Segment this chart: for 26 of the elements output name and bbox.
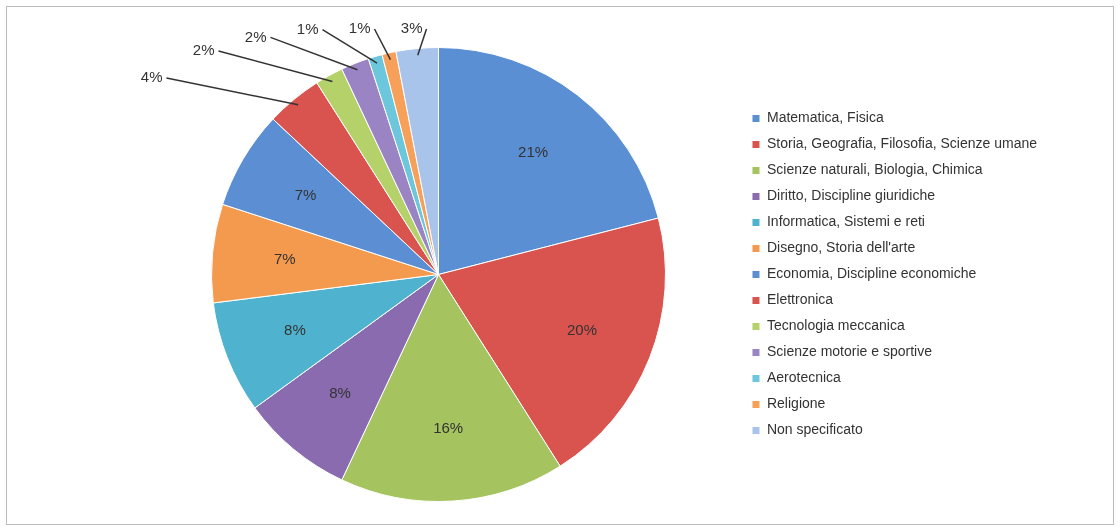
data-label: 2% bbox=[244, 27, 267, 45]
legend-label: Tecnologia meccanica bbox=[766, 317, 905, 334]
legend-label: Informatica, Sistemi e reti bbox=[766, 213, 925, 230]
data-label: 2% bbox=[192, 41, 215, 59]
legend-label: Storia, Geografia, Filosofia, Scienze umane bbox=[766, 135, 1038, 152]
legend-label: Elettronica bbox=[766, 291, 834, 308]
legend-label: Non specificato bbox=[766, 421, 863, 438]
legend-label: Disegno, Storia dell'arte bbox=[766, 239, 916, 256]
data-label: 1% bbox=[348, 19, 371, 37]
legend-label: Matematica, Fisica bbox=[766, 109, 884, 126]
legend-label: Economia, Discipline economiche bbox=[766, 265, 977, 282]
data-label: 4% bbox=[140, 68, 163, 86]
data-label: 8% bbox=[284, 321, 306, 339]
data-label: 1% bbox=[296, 19, 319, 37]
legend-label: Religione bbox=[766, 395, 826, 412]
data-label: 16% bbox=[433, 418, 464, 436]
legend-label: Aerotecnica bbox=[766, 369, 842, 386]
data-label: 7% bbox=[294, 186, 317, 204]
legend-label: Scienze naturali, Biologia, Chimica bbox=[766, 161, 983, 178]
data-label: 7% bbox=[273, 250, 296, 268]
data-label: 3% bbox=[400, 19, 423, 37]
legend-label: Diritto, Discipline giuridiche bbox=[766, 187, 936, 204]
legend-label: Scienze motorie e sportive bbox=[766, 343, 933, 360]
data-label: 8% bbox=[329, 383, 351, 401]
data-label: 21% bbox=[518, 142, 549, 160]
data-label: 20% bbox=[566, 321, 598, 339]
